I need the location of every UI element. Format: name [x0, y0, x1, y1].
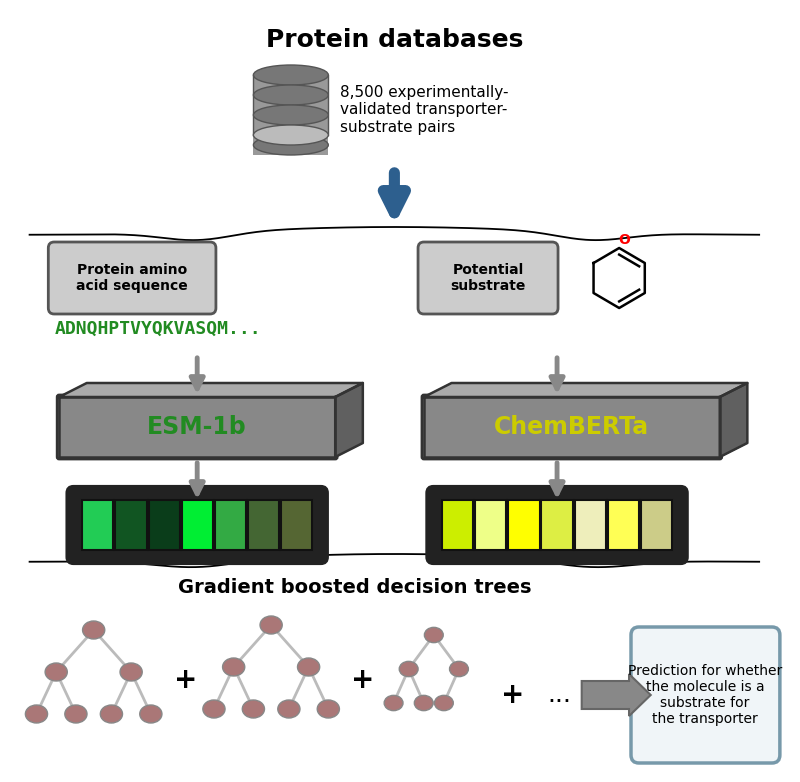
Bar — [254, 135, 328, 155]
Ellipse shape — [140, 705, 162, 723]
Bar — [254, 115, 328, 135]
Bar — [442, 500, 474, 550]
Ellipse shape — [100, 705, 122, 723]
Ellipse shape — [399, 662, 418, 676]
Text: ADNQHPTVYQKVASQM...: ADNQHPTVYQKVASQM... — [54, 320, 261, 338]
Text: O: O — [618, 233, 630, 247]
Polygon shape — [335, 383, 363, 457]
Text: Prediction for whether
the molecule is a
substrate for
the transporter: Prediction for whether the molecule is a… — [628, 664, 782, 726]
Ellipse shape — [82, 621, 105, 639]
Polygon shape — [424, 383, 747, 397]
Bar — [475, 500, 506, 550]
Ellipse shape — [222, 658, 245, 676]
Bar — [214, 500, 246, 550]
Ellipse shape — [254, 135, 328, 155]
Text: +: + — [501, 681, 524, 709]
Ellipse shape — [65, 705, 87, 723]
Ellipse shape — [120, 663, 142, 681]
Ellipse shape — [278, 700, 300, 718]
Bar — [542, 500, 573, 550]
Ellipse shape — [45, 663, 67, 681]
Ellipse shape — [254, 105, 328, 125]
Text: +: + — [351, 666, 374, 694]
Ellipse shape — [318, 700, 339, 718]
Polygon shape — [720, 383, 747, 457]
Bar — [281, 500, 312, 550]
Ellipse shape — [242, 700, 265, 718]
FancyBboxPatch shape — [48, 242, 216, 314]
Ellipse shape — [384, 695, 403, 711]
Text: +: + — [174, 666, 197, 694]
Bar — [82, 500, 114, 550]
Text: ...: ... — [547, 683, 571, 707]
FancyBboxPatch shape — [418, 242, 558, 314]
Bar — [574, 500, 606, 550]
Bar — [248, 500, 279, 550]
Ellipse shape — [203, 700, 225, 718]
Bar — [254, 75, 328, 95]
Ellipse shape — [254, 65, 328, 85]
Ellipse shape — [298, 658, 320, 676]
Polygon shape — [59, 383, 363, 397]
FancyBboxPatch shape — [422, 395, 722, 459]
Text: ChemBERTa: ChemBERTa — [494, 415, 650, 439]
Text: Protein databases: Protein databases — [266, 28, 523, 52]
FancyBboxPatch shape — [427, 487, 686, 563]
Ellipse shape — [434, 695, 454, 711]
Ellipse shape — [450, 662, 468, 676]
Ellipse shape — [414, 695, 433, 711]
Text: ESM-1b: ESM-1b — [147, 415, 247, 439]
Bar — [641, 500, 672, 550]
Ellipse shape — [26, 705, 47, 723]
FancyBboxPatch shape — [57, 395, 337, 459]
FancyBboxPatch shape — [67, 487, 327, 563]
Text: Gradient boosted decision trees: Gradient boosted decision trees — [178, 578, 532, 597]
Text: Protein amino
acid sequence: Protein amino acid sequence — [76, 263, 188, 293]
FancyArrow shape — [582, 674, 650, 716]
Bar — [508, 500, 539, 550]
FancyBboxPatch shape — [631, 627, 780, 763]
Text: Potential
substrate: Potential substrate — [450, 263, 526, 293]
Bar — [149, 500, 180, 550]
Ellipse shape — [260, 616, 282, 634]
Bar — [182, 500, 213, 550]
Ellipse shape — [254, 125, 328, 145]
Ellipse shape — [254, 85, 328, 105]
Text: 8,500 experimentally-
validated transporter-
substrate pairs: 8,500 experimentally- validated transpor… — [340, 85, 509, 135]
Bar — [254, 95, 328, 115]
Ellipse shape — [424, 627, 443, 643]
Bar — [115, 500, 146, 550]
Bar — [608, 500, 639, 550]
